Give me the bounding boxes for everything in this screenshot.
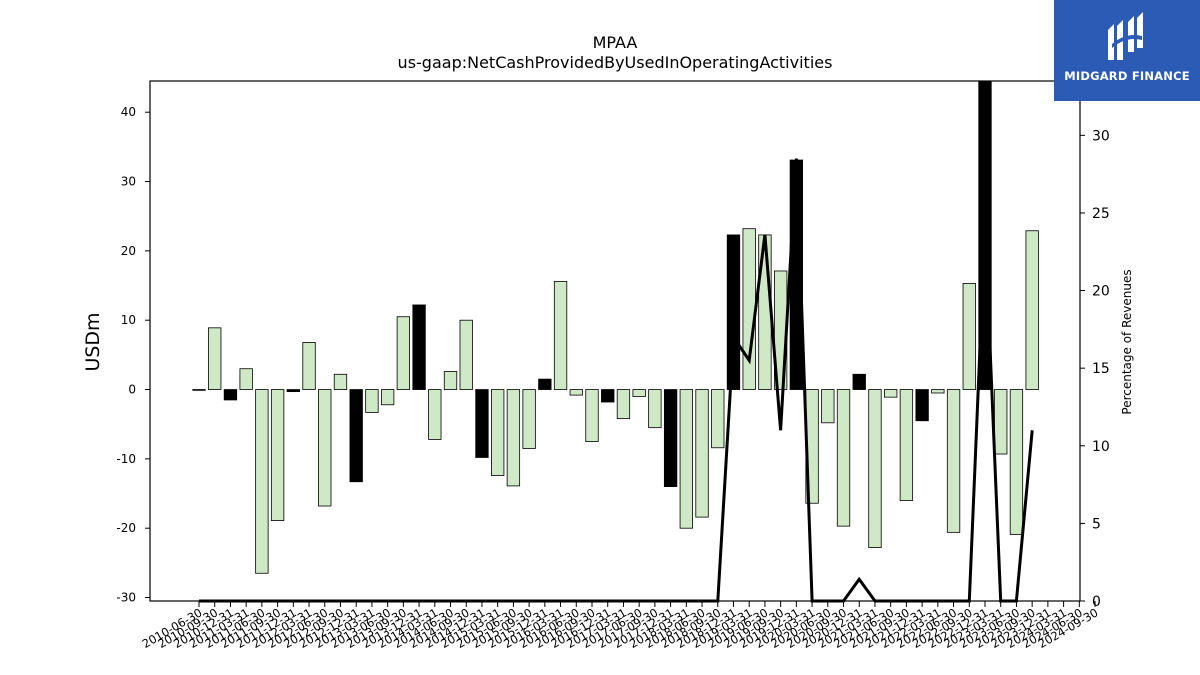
bar-2011-03-31 xyxy=(239,368,253,390)
y-axis-label: USDm xyxy=(82,312,104,371)
y2-tick-label: 10 xyxy=(1092,439,1110,455)
chart-title: MPAA xyxy=(593,33,638,52)
y2-tick-label: 15 xyxy=(1092,361,1110,377)
y2-tick-label: 30 xyxy=(1092,128,1110,144)
bar-2017-03-31 xyxy=(616,389,631,420)
bar-2014-06-30 xyxy=(443,371,458,390)
bar-2013-09-30 xyxy=(396,316,411,390)
plot-frame xyxy=(149,80,1081,602)
y-tick-label: 10 xyxy=(121,313,136,327)
y2-tick-label: 0 xyxy=(1092,594,1101,610)
bar-2012-03-31 xyxy=(302,341,316,390)
bar-2012-09-30 xyxy=(333,373,348,390)
bar-2016-12-31 xyxy=(601,389,615,403)
y-tick-label: 20 xyxy=(121,244,136,258)
bar-2023-03-31 xyxy=(994,389,1008,455)
bar-2018-06-30 xyxy=(695,389,709,518)
brand-logo: MIDGARD FINANCE xyxy=(1054,0,1200,101)
bar-2020-12-31 xyxy=(852,373,866,390)
bar-2022-09-30 xyxy=(962,283,976,390)
bar-2018-03-31 xyxy=(679,389,693,529)
bar-2020-06-30 xyxy=(821,389,835,424)
bar-2016-06-30 xyxy=(569,389,583,396)
bar-2012-06-30 xyxy=(318,389,332,507)
bar-2014-09-30 xyxy=(459,319,473,390)
bar-2016-09-30 xyxy=(585,389,599,442)
bar-2015-09-30 xyxy=(522,389,536,449)
y-axis-ticks: -30 -20 -10 0 10 20 30 40 xyxy=(116,105,150,605)
bar-2013-12-31 xyxy=(412,304,426,390)
bar-2015-12-31 xyxy=(538,378,552,390)
bar-2019-03-31 xyxy=(742,228,756,390)
bar-2013-06-30 xyxy=(380,389,395,406)
brand-name: MIDGARD FINANCE xyxy=(1064,69,1190,83)
bar-2018-12-31 xyxy=(726,234,741,390)
bar-2017-09-30 xyxy=(648,389,662,429)
bar-2017-12-31 xyxy=(663,389,678,487)
y-tick-label: 40 xyxy=(121,105,136,119)
bar-2010-09-30 xyxy=(208,327,222,390)
bar-2017-06-30 xyxy=(632,389,646,397)
bar-2022-03-31 xyxy=(931,389,945,394)
bar-2010-06-30 xyxy=(192,389,206,391)
bar-series xyxy=(192,80,1039,574)
bar-2016-03-31 xyxy=(553,280,568,390)
bar-2023-09-30 xyxy=(1025,230,1039,390)
x-axis-ticks: 2010-06-302010-09-302010-12-312011-03-31… xyxy=(140,601,1101,651)
y2-axis-label: Percentage of Revenues xyxy=(1120,269,1134,414)
bar-2015-03-31 xyxy=(491,389,505,476)
bar-2021-12-31 xyxy=(915,389,929,422)
bar-2023-06-30 xyxy=(1009,389,1024,535)
midgard-logo-icon xyxy=(1108,12,1143,60)
y-tick-label: -10 xyxy=(116,452,136,466)
bar-2011-06-30 xyxy=(255,389,269,574)
chart-subtitle: us-gaap:NetCashProvidedByUsedInOperating… xyxy=(398,53,833,72)
y-tick-label: 0 xyxy=(128,383,136,397)
bar-2014-12-31 xyxy=(475,389,489,458)
bar-2018-09-30 xyxy=(711,389,725,449)
bar-2011-09-30 xyxy=(270,389,285,521)
bar-2021-06-30 xyxy=(884,389,898,398)
bar-2021-09-30 xyxy=(899,389,914,501)
bar-2015-06-30 xyxy=(506,389,521,487)
bar-2013-03-31 xyxy=(365,389,379,413)
bar-2020-09-30 xyxy=(836,389,851,527)
y2-axis-ticks: 0 5 10 15 20 25 30 xyxy=(1080,128,1110,610)
bar-2021-03-31 xyxy=(868,389,882,549)
bar-2010-12-31 xyxy=(223,389,238,401)
bar-2012-12-31 xyxy=(349,389,363,483)
y2-tick-label: 5 xyxy=(1092,516,1101,532)
y-tick-label: -30 xyxy=(116,591,136,605)
bar-2014-03-31 xyxy=(428,389,442,440)
y2-tick-label: 20 xyxy=(1092,284,1110,300)
bar-2022-06-30 xyxy=(946,389,961,533)
bar-2011-12-31 xyxy=(286,389,300,393)
y-tick-label: -20 xyxy=(116,521,136,535)
revenue-percentage-line xyxy=(199,158,1034,603)
y2-tick-label: 25 xyxy=(1092,206,1110,222)
y-tick-label: 30 xyxy=(121,175,136,189)
